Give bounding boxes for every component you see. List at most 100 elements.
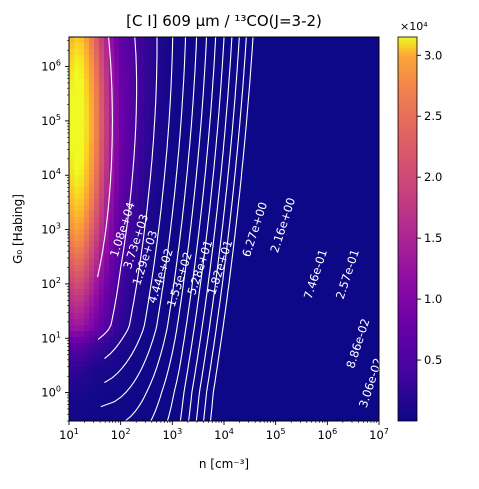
heatmap-cell [159,43,165,50]
heatmap-cell [344,115,350,122]
heatmap-cell [264,157,270,164]
heatmap-cell [209,397,215,404]
heatmap-cell [349,229,355,236]
heatmap-cell [314,139,320,146]
heatmap-cell [324,295,330,302]
heatmap-cell [334,55,340,62]
heatmap-cell [319,313,325,320]
heatmap-cell [284,115,290,122]
heatmap-cell [214,361,220,368]
heatmap-cell [169,301,175,308]
heatmap-cell [294,121,300,128]
heatmap-cell [104,37,110,44]
heatmap-cell [84,217,90,224]
heatmap-cell [154,313,160,320]
heatmap-cell [314,49,320,56]
heatmap-cell [99,193,105,200]
heatmap-cell [324,97,330,104]
heatmap-cell [349,301,355,308]
heatmap-cell [69,331,75,338]
heatmap-cell [74,103,80,110]
heatmap-cell [129,79,135,86]
heatmap-cell [299,169,305,176]
heatmap-cell [94,271,100,278]
heatmap-cell [114,295,120,302]
heatmap-cell [299,331,305,338]
heatmap-cell [114,259,120,266]
heatmap-cell [279,37,285,44]
heatmap-cell [194,103,200,110]
heatmap-cell [269,103,275,110]
heatmap-cell [339,217,345,224]
heatmap-cell [194,157,200,164]
heatmap-cell [104,403,110,410]
heatmap-cell [219,373,225,380]
heatmap-cell [314,169,320,176]
heatmap-cell [324,265,330,272]
heatmap-cell [179,205,185,212]
heatmap-cell [204,43,210,50]
heatmap-cell [319,349,325,356]
heatmap-cell [124,103,130,110]
heatmap-cell [184,121,190,128]
heatmap-cell [114,409,120,416]
heatmap-cell [264,373,270,380]
heatmap-cell [79,151,85,158]
heatmap-cell [304,55,310,62]
heatmap-cell [149,133,155,140]
heatmap-cell [159,271,165,278]
heatmap-cell [304,301,310,308]
heatmap-cell [99,409,105,416]
heatmap-cell [219,223,225,230]
heatmap-cell [324,37,330,44]
heatmap-cell [194,121,200,128]
heatmap-cell [279,55,285,62]
heatmap-cell [319,229,325,236]
heatmap-cell [234,385,240,392]
heatmap-cell [109,181,115,188]
heatmap-cell [174,397,180,404]
heatmap-cell [114,403,120,410]
heatmap-cell [304,49,310,56]
heatmap-cell [209,205,215,212]
heatmap-cell [144,325,150,332]
heatmap-cell [169,325,175,332]
heatmap-cell [244,37,250,44]
heatmap-cell [249,157,255,164]
heatmap-cell [204,49,210,56]
heatmap-cell [269,145,275,152]
heatmap-cell [324,337,330,344]
heatmap-cell [244,283,250,290]
heatmap-cell [244,133,250,140]
heatmap-cell [369,397,375,404]
heatmap-cell [94,367,100,374]
heatmap-cell [89,43,95,50]
heatmap-cell [244,73,250,80]
heatmap-cell [134,373,140,380]
heatmap-cell [244,217,250,224]
heatmap-cell [279,175,285,182]
heatmap-cell [374,97,379,104]
heatmap-cell [154,259,160,266]
heatmap-cell [309,97,315,104]
heatmap-cell [164,211,170,218]
heatmap-cell [124,85,130,92]
heatmap-cell [324,43,330,50]
heatmap-cell [84,97,90,104]
heatmap-cell [224,91,230,98]
heatmap-cell [189,253,195,260]
heatmap-cell [204,199,210,206]
heatmap-cell [189,229,195,236]
heatmap-cell [139,181,145,188]
heatmap-cell [69,391,75,398]
heatmap-cell [334,211,340,218]
heatmap-cell [279,67,285,74]
heatmap-cell [184,355,190,362]
heatmap-cell [104,373,110,380]
heatmap-cell [154,337,160,344]
heatmap-cell [179,55,185,62]
heatmap-cell [159,319,165,326]
heatmap-cell [189,385,195,392]
heatmap-cell [364,157,370,164]
heatmap-cell [334,97,340,104]
